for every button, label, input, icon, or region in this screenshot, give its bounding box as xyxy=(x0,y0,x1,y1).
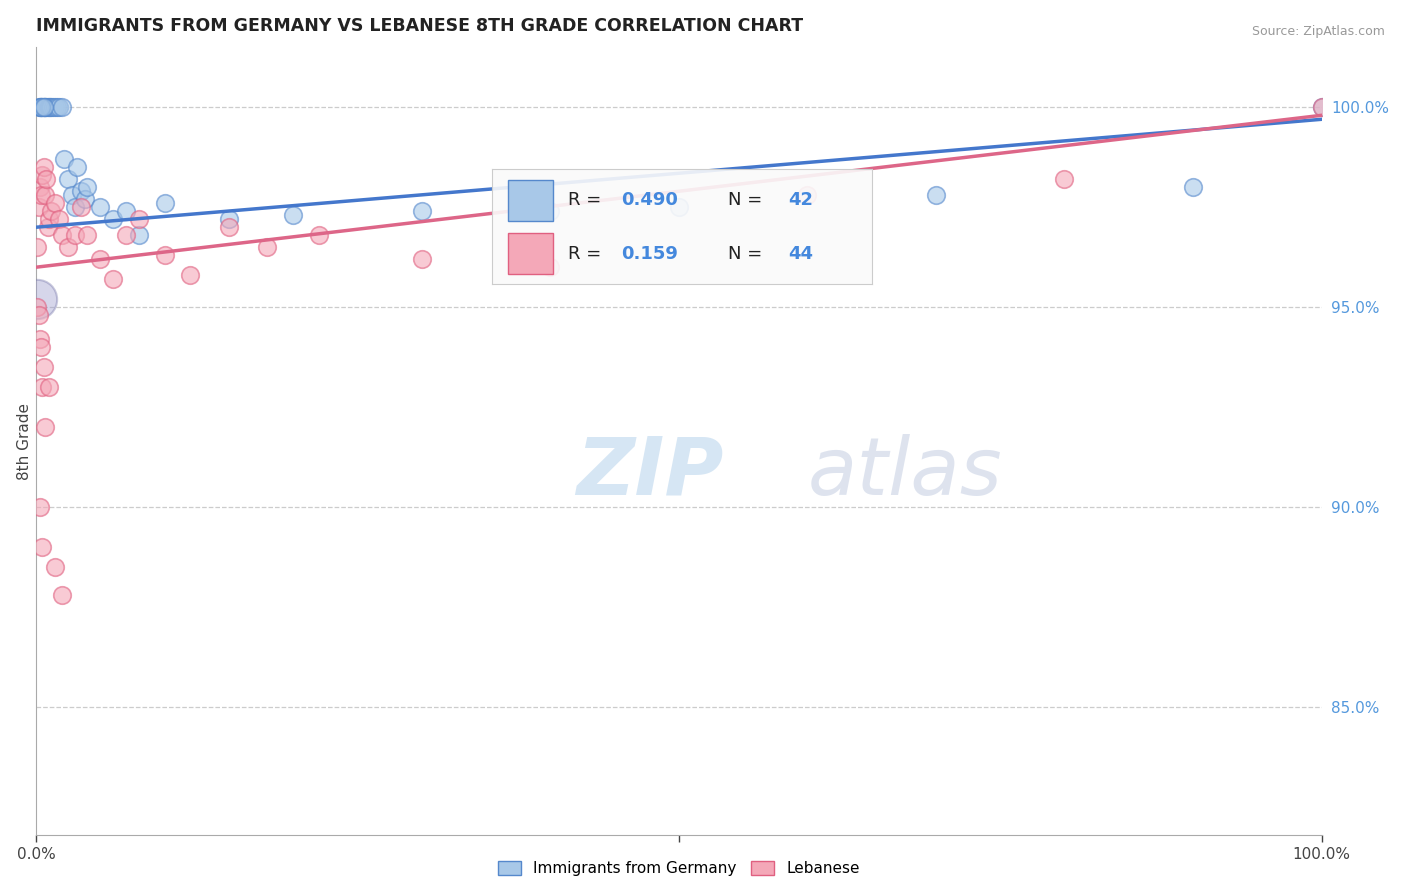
Point xyxy=(51,100,73,114)
Point xyxy=(218,220,240,235)
Point xyxy=(28,332,51,346)
Point xyxy=(27,200,49,214)
Point xyxy=(38,380,60,394)
Point xyxy=(35,172,58,186)
Point xyxy=(60,188,83,202)
Point xyxy=(179,268,201,283)
Point xyxy=(66,161,89,175)
Point xyxy=(28,500,51,514)
Point xyxy=(44,560,66,574)
Point xyxy=(89,200,111,214)
Point xyxy=(56,240,79,254)
Point xyxy=(32,360,55,375)
Point xyxy=(153,248,176,262)
Point xyxy=(48,212,70,227)
Point xyxy=(101,272,124,286)
Point xyxy=(32,100,55,114)
Point xyxy=(31,380,53,394)
Point xyxy=(56,172,79,186)
Point xyxy=(27,300,49,314)
Point xyxy=(411,204,433,219)
Y-axis label: 8th Grade: 8th Grade xyxy=(17,402,32,480)
Point xyxy=(38,100,60,114)
Point xyxy=(1182,180,1205,194)
Text: IMMIGRANTS FROM GERMANY VS LEBANESE 8TH GRADE CORRELATION CHART: IMMIGRANTS FROM GERMANY VS LEBANESE 8TH … xyxy=(37,17,803,35)
Point xyxy=(70,184,93,198)
Point xyxy=(30,100,52,114)
Point xyxy=(42,100,65,114)
Point xyxy=(51,228,73,243)
Point xyxy=(115,204,138,219)
Point xyxy=(44,100,66,114)
Point xyxy=(39,100,62,114)
Point xyxy=(31,168,53,182)
Point xyxy=(411,252,433,267)
Point xyxy=(37,220,59,235)
Point xyxy=(538,260,561,275)
Point xyxy=(101,212,124,227)
Point xyxy=(89,252,111,267)
Point xyxy=(1053,172,1076,186)
Point xyxy=(45,100,67,114)
Point xyxy=(30,188,52,202)
Point xyxy=(73,192,96,206)
Point xyxy=(27,308,49,322)
Point xyxy=(37,100,59,114)
Point xyxy=(27,292,49,306)
Point xyxy=(128,212,150,227)
Point xyxy=(34,100,56,114)
Point xyxy=(35,100,58,114)
Point xyxy=(28,180,51,194)
Point xyxy=(283,208,305,222)
Point xyxy=(48,100,70,114)
Point xyxy=(30,100,52,114)
Point xyxy=(30,100,52,114)
Point xyxy=(128,228,150,243)
Point xyxy=(27,240,49,254)
Point xyxy=(34,100,56,114)
Point xyxy=(218,212,240,227)
Point xyxy=(668,200,690,214)
Point xyxy=(30,340,52,354)
Point xyxy=(32,100,55,114)
Point xyxy=(70,200,93,214)
Point xyxy=(53,153,76,167)
Point xyxy=(34,188,56,202)
Text: ZIP: ZIP xyxy=(576,434,723,512)
Point xyxy=(63,200,86,214)
Point xyxy=(28,100,51,114)
Point xyxy=(31,100,53,114)
Point xyxy=(41,100,63,114)
Point xyxy=(44,196,66,211)
Point xyxy=(308,228,330,243)
Point xyxy=(256,240,278,254)
Point xyxy=(32,161,55,175)
Text: Source: ZipAtlas.com: Source: ZipAtlas.com xyxy=(1251,25,1385,38)
Point xyxy=(63,228,86,243)
Point xyxy=(1310,100,1333,114)
Legend: Immigrants from Germany, Lebanese: Immigrants from Germany, Lebanese xyxy=(492,855,866,882)
Point xyxy=(27,100,49,114)
Point xyxy=(538,204,561,219)
Point xyxy=(51,588,73,602)
Point xyxy=(796,188,818,202)
Point xyxy=(115,228,138,243)
Point xyxy=(38,212,60,227)
Point xyxy=(925,188,948,202)
Point xyxy=(76,228,98,243)
Text: atlas: atlas xyxy=(807,434,1002,512)
Point xyxy=(1310,100,1333,114)
Point xyxy=(32,100,55,114)
Point xyxy=(41,204,63,219)
Point xyxy=(31,540,53,554)
Point xyxy=(153,196,176,211)
Point xyxy=(34,420,56,434)
Point xyxy=(76,180,98,194)
